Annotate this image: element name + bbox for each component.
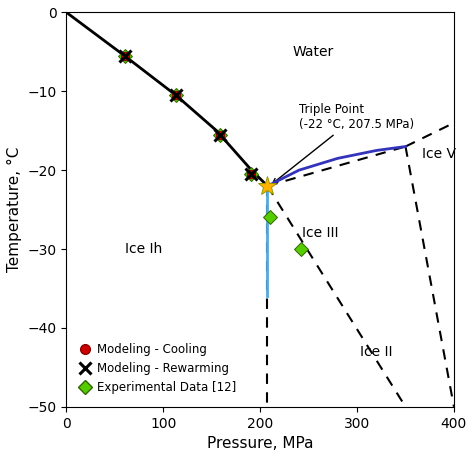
Text: Ice III: Ice III (302, 226, 338, 240)
Text: Ice Ih: Ice Ih (125, 242, 163, 256)
Legend: Modeling - Cooling, Modeling - Rewarming, Experimental Data [12]: Modeling - Cooling, Modeling - Rewarming… (73, 336, 244, 401)
X-axis label: Pressure, MPa: Pressure, MPa (207, 436, 313, 451)
Text: Triple Point
(-22 °C, 207.5 MPa): Triple Point (-22 °C, 207.5 MPa) (273, 103, 414, 183)
Text: Ice II: Ice II (360, 344, 392, 359)
Text: Water: Water (293, 45, 334, 59)
Y-axis label: Temperature, °C: Temperature, °C (7, 147, 22, 273)
Text: Ice V: Ice V (422, 147, 456, 161)
